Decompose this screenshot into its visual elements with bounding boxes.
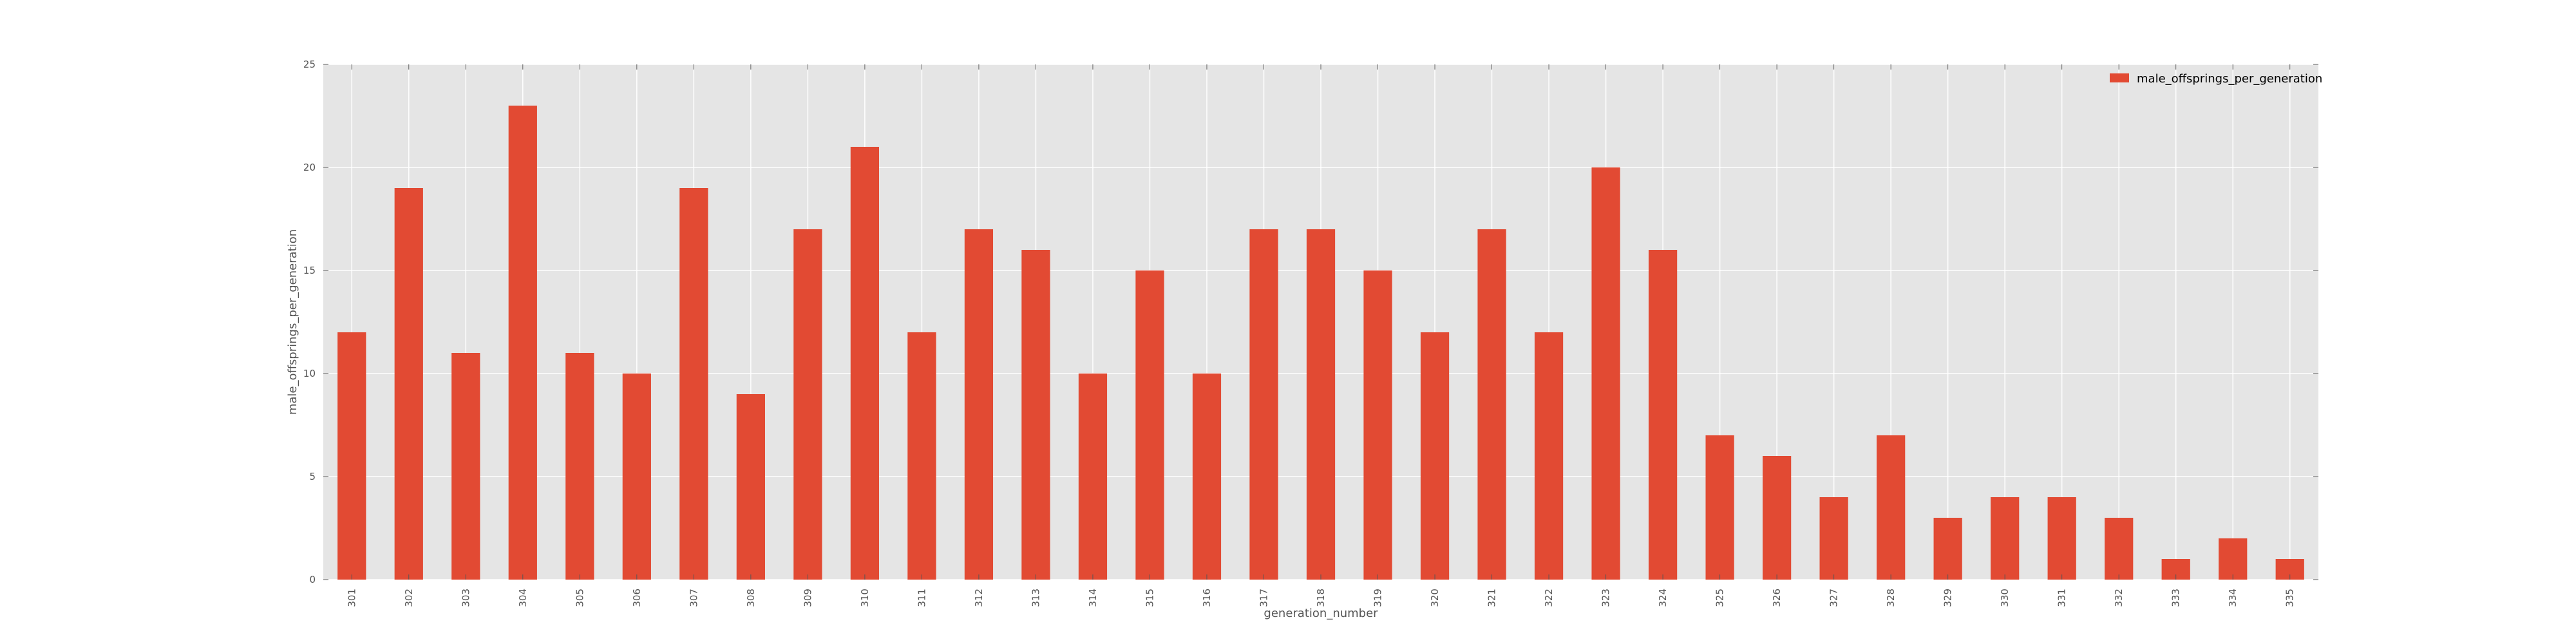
x-tick-label: 306 xyxy=(631,589,643,607)
bar-312 xyxy=(964,229,994,580)
bar-323 xyxy=(1591,167,1620,580)
bar-305 xyxy=(565,353,594,580)
x-tick-label: 334 xyxy=(2227,589,2239,607)
bar-311 xyxy=(907,332,936,580)
x-tick-label: 329 xyxy=(1942,589,1954,607)
x-tick-label: 318 xyxy=(1315,589,1327,607)
axis-ticks: 0 5 10 15 20 25 301 302 303 304 305 306 307 308 309 310… xyxy=(303,59,2318,607)
bar-310 xyxy=(850,147,880,580)
x-tick-label: 330 xyxy=(1999,589,2011,607)
x-tick-label: 315 xyxy=(1144,589,1155,607)
x-tick-label: 332 xyxy=(2113,589,2125,607)
x-tick-label: 301 xyxy=(346,589,357,607)
x-tick-label: 335 xyxy=(2284,589,2296,607)
bar-304 xyxy=(508,106,537,580)
bars xyxy=(337,106,2304,580)
y-tick-label: 5 xyxy=(309,471,316,482)
x-tick-label: 311 xyxy=(916,589,927,607)
bar-318 xyxy=(1306,229,1336,580)
y-axis-label: male_offsprings_per_generation xyxy=(286,229,299,415)
x-tick-label: 310 xyxy=(859,589,871,607)
bar-321 xyxy=(1477,229,1506,580)
bar-319 xyxy=(1363,270,1392,580)
x-tick-label: 313 xyxy=(1030,589,1041,607)
bar-322 xyxy=(1534,332,1564,580)
bar-329 xyxy=(1933,518,1962,580)
x-axis-label: generation_number xyxy=(1264,607,1378,620)
bar-326 xyxy=(1762,456,1792,580)
x-tick-label: 305 xyxy=(574,589,585,607)
y-tick-label: 15 xyxy=(303,265,316,276)
x-tick-label: 322 xyxy=(1543,589,1555,607)
bar-314 xyxy=(1078,374,1108,580)
bar-330 xyxy=(1991,497,2020,580)
bar-303 xyxy=(451,353,480,580)
x-tick-label: 333 xyxy=(2170,589,2182,607)
bar-309 xyxy=(793,229,822,580)
y-tick-label: 20 xyxy=(303,162,316,173)
x-tick-label: 326 xyxy=(1771,589,1783,607)
bar-331 xyxy=(2047,497,2076,580)
x-tick-label: 303 xyxy=(460,589,471,607)
bar-317 xyxy=(1249,229,1278,580)
bar-327 xyxy=(1819,497,1848,580)
bar-301 xyxy=(337,332,366,580)
bar-313 xyxy=(1021,250,1050,580)
bar-306 xyxy=(622,374,651,580)
x-tick-label: 331 xyxy=(2056,589,2068,607)
bar-334 xyxy=(2219,538,2248,580)
legend: male_offsprings_per_generation xyxy=(2110,72,2322,86)
bar-315 xyxy=(1135,270,1164,580)
bar-320 xyxy=(1420,332,1450,580)
x-tick-label: 328 xyxy=(1885,589,1897,607)
x-tick-label: 316 xyxy=(1201,589,1213,607)
bar-332 xyxy=(2105,518,2134,580)
x-tick-label: 302 xyxy=(403,589,415,607)
x-tick-label: 321 xyxy=(1486,589,1498,607)
bar-302 xyxy=(394,188,423,580)
bar-316 xyxy=(1192,374,1222,580)
x-tick-label: 309 xyxy=(802,589,813,607)
y-tick-label: 10 xyxy=(303,368,316,379)
y-tick-label: 0 xyxy=(309,574,316,585)
x-tick-label: 304 xyxy=(517,589,529,607)
x-tick-label: 324 xyxy=(1657,589,1669,607)
bar-308 xyxy=(736,394,765,580)
x-tick-label: 325 xyxy=(1714,589,1726,607)
bar-328 xyxy=(1877,435,1906,580)
x-tick-label: 319 xyxy=(1372,589,1384,607)
bar-325 xyxy=(1705,435,1734,580)
x-tick-label: 312 xyxy=(973,589,985,607)
bar-307 xyxy=(679,188,708,580)
legend-swatch xyxy=(2110,73,2129,82)
bar-324 xyxy=(1648,250,1678,580)
x-tick-label: 308 xyxy=(745,589,757,607)
y-tick-label: 25 xyxy=(303,59,316,70)
x-tick-label: 314 xyxy=(1087,589,1099,607)
x-tick-label: 320 xyxy=(1429,589,1441,607)
legend-label: male_offsprings_per_generation xyxy=(2137,72,2322,86)
x-tick-label: 317 xyxy=(1258,589,1269,607)
x-tick-label: 307 xyxy=(688,589,699,607)
x-tick-label: 323 xyxy=(1600,589,1612,607)
x-tick-label: 327 xyxy=(1828,589,1840,607)
